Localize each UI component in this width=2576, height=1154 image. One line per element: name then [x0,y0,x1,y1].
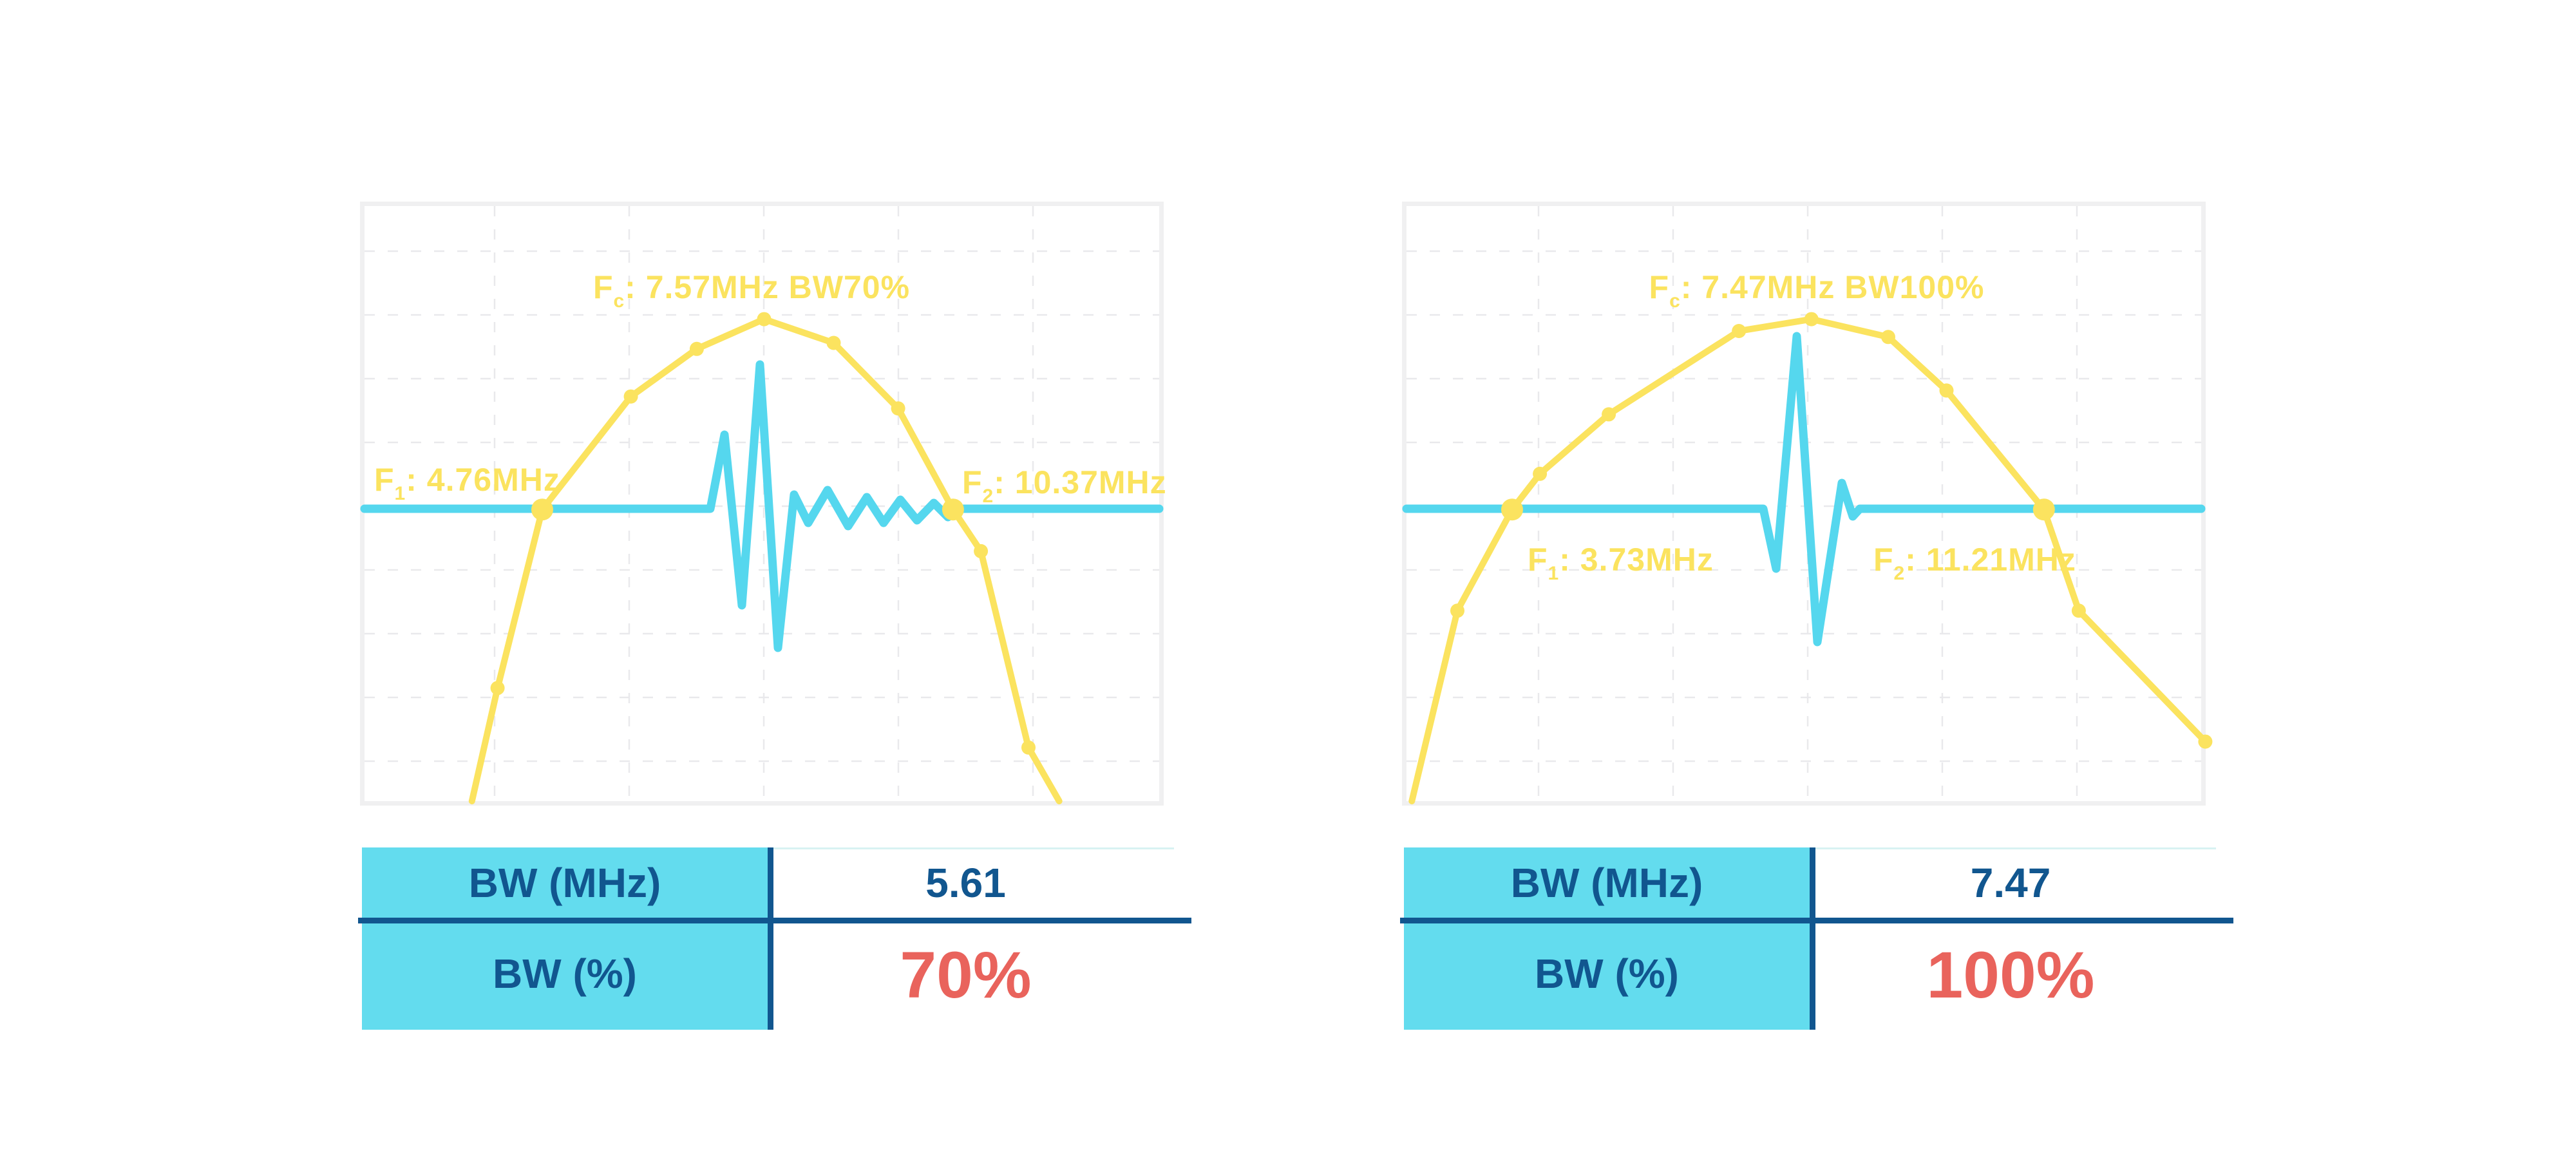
spectrum-marker [1021,740,1036,755]
spectrum-marker [1732,324,1747,338]
spectrum-marker [1501,498,1523,521]
f2-value-text: : 11.21MHz [1905,542,2076,578]
right-bw-pct-label: BW (%) [1535,950,1679,997]
pulse-waveform [1402,332,2206,647]
f2-value-text: : 10.37MHz [994,464,1167,500]
spectrum-marker [891,401,905,416]
left-f1-label: F1: 4.76MHz [374,461,560,505]
pulse-waveform [360,360,1164,652]
f1-value-text: : 4.76MHz [406,462,560,498]
spectrum-marker [623,389,638,404]
right-chart-plot [1402,206,2213,804]
spectrum-marker [942,498,964,521]
right-table-top-rule [1815,847,2216,849]
spectrum-marker [1804,312,1819,326]
spectrum-marker [2032,498,2055,521]
f1-prefix: F [374,462,395,498]
spectrum-marker [1602,407,1616,422]
left-fc-title: Fc: 7.57MHz BW70% [593,269,910,312]
fc-value-text: : 7.47MHz BW100% [1680,269,1985,305]
right-bw-mhz-value: 7.47 [1970,859,2051,906]
f1-subscript: 1 [394,483,406,504]
spectrum-curve [468,316,1063,804]
spectrum-marker [531,498,553,521]
f2-prefix: F [962,464,983,500]
right-chart: Fc: 7.47MHz BW100% F1: 3.73MHz F2: 11.21… [1402,202,2213,806]
spectrum-marker [2071,603,2086,618]
f2-subscript: 2 [1893,563,1906,584]
left-table-column-divider [768,847,773,1030]
left-bw-mhz-value: 5.61 [925,859,1006,906]
spectrum-marker [1533,466,1548,481]
left-table-top-rule [773,847,1174,849]
spectrum-marker [1450,603,1464,618]
right-bw-mhz-label: BW (MHz) [1510,859,1703,906]
right-f2-label: F2: 11.21MHz [1873,541,2076,585]
spectrum-marker [1939,383,1954,398]
fc-subscript: c [1669,290,1681,312]
spectrum-marker [826,336,841,350]
fc-subscript: c [613,290,625,312]
f1-subscript: 1 [1548,563,1560,584]
f1-value-text: : 3.73MHz [1559,542,1714,578]
left-table-header-column [362,847,768,1030]
fc-prefix: F [1649,269,1670,305]
spectrum-curve [1408,316,2209,804]
right-table-row-divider [1400,918,2233,923]
left-bw-pct-label: BW (%) [493,950,637,997]
left-f2-label: F2: 10.37MHz [962,464,1167,507]
spectrum-marker [2198,734,2213,749]
left-table-row-divider [358,918,1191,923]
left-bw-mhz-label: BW (MHz) [468,859,661,906]
left-bw-pct-value: 70% [900,938,1032,1012]
spectrum-marker [757,312,772,326]
spectrum-marker [490,681,505,695]
right-table-header-column [1404,847,1810,1030]
spectrum-marker [974,544,989,558]
fc-value-text: : 7.57MHz BW70% [625,269,911,305]
left-chart: Fc: 7.57MHz BW70% F1: 4.76MHz F2: 10.37M… [360,202,1167,806]
fc-prefix: F [592,269,614,305]
left-chart-plot [360,206,1164,804]
right-fc-title: Fc: 7.47MHz BW100% [1649,269,1985,312]
f2-subscript: 2 [982,486,994,507]
f1-prefix: F [1528,542,1548,578]
right-bw-pct-value: 100% [1926,938,2095,1012]
right-f1-label: F1: 3.73MHz [1528,541,1714,585]
right-table-column-divider [1810,847,1815,1030]
f2-prefix: F [1873,542,1894,578]
spectrum-marker [689,341,704,356]
spectrum-marker [1881,330,1895,345]
